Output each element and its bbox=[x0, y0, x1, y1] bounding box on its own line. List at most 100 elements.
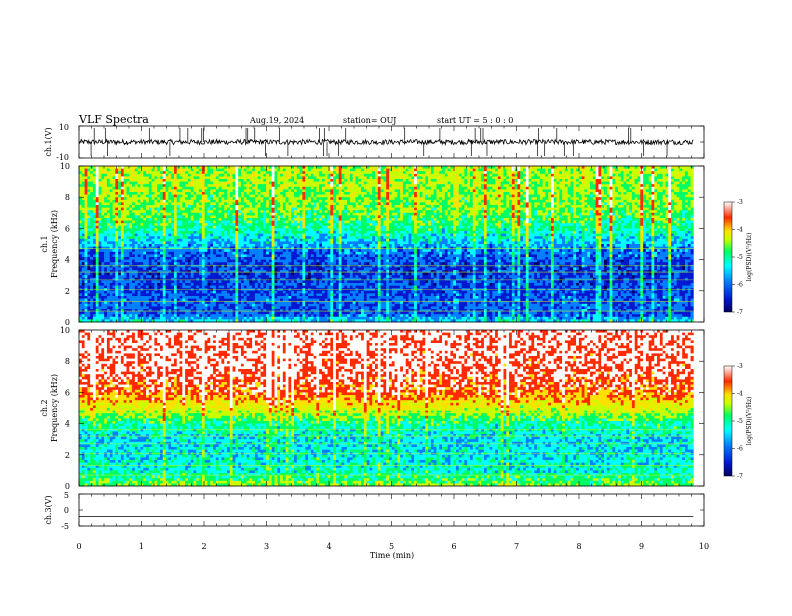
ch1-spectrogram-cell bbox=[238, 283, 241, 286]
ch1-spectrogram-cell bbox=[210, 244, 213, 247]
ch1-spectrogram-cell bbox=[171, 195, 174, 198]
ch1-spectrogram-cell bbox=[221, 299, 224, 302]
ch1-spectrogram-cell bbox=[174, 252, 177, 255]
ch1-spectrogram-cell bbox=[146, 187, 149, 190]
ch1-spectrogram-cell bbox=[174, 317, 177, 320]
ch1-spectrogram-cell bbox=[213, 249, 216, 252]
ch1-spectrogram-cell bbox=[132, 280, 135, 283]
ch1-spectrogram-cell bbox=[249, 192, 252, 195]
ch1-waveform-y-tick-bottom: -10 bbox=[56, 153, 69, 162]
ch1-spectrogram-cell bbox=[171, 226, 174, 229]
ch1-spectrogram-cell bbox=[85, 283, 88, 286]
ch1-spectrogram-cell bbox=[149, 270, 152, 273]
ch1-spectrogram-cell bbox=[149, 244, 152, 247]
ch1-spectrogram-cell bbox=[79, 312, 82, 315]
ch1-spectrogram-cell bbox=[110, 236, 113, 239]
ch1-spectrogram-cell bbox=[99, 195, 102, 198]
ch1-spectrogram-cell bbox=[152, 176, 155, 179]
ch1-spectrogram-cell bbox=[207, 236, 210, 239]
ch1-spectrogram-cell bbox=[171, 208, 174, 211]
ch1-spectrogram-cell bbox=[230, 278, 233, 281]
ch1-spectrogram-cell bbox=[79, 262, 82, 265]
ch1-spectrogram-cell bbox=[168, 221, 171, 224]
ch1-spectrogram-cell bbox=[227, 249, 230, 252]
ch1-spectrogram-cell bbox=[113, 309, 116, 312]
ch1-spectrogram-cell bbox=[177, 205, 180, 208]
ch1-spectrogram-cell bbox=[182, 171, 185, 174]
ch1-spectrogram-cell bbox=[107, 239, 110, 242]
ch1-spectrogram-cell bbox=[177, 244, 180, 247]
ch1-spectrogram-cell bbox=[182, 291, 185, 294]
ch1-spectrogram-cell bbox=[107, 184, 110, 187]
ch1-spectrogram-cell bbox=[238, 291, 241, 294]
ch1-spectrogram-cell bbox=[140, 226, 143, 229]
ch1-spectrogram-cell bbox=[213, 228, 216, 231]
ch1-spectrogram-cell bbox=[146, 293, 149, 296]
ch1-spectrogram-cell bbox=[180, 252, 183, 255]
ch1-spectrogram-cell bbox=[138, 239, 141, 242]
ch1-spectrogram-cell bbox=[157, 189, 160, 192]
ch1-spectrogram-cell bbox=[241, 239, 244, 242]
ch1-spectrogram-cell bbox=[135, 312, 138, 315]
ch1-spectrogram-cell bbox=[113, 174, 116, 177]
ch1-spectrogram-cell bbox=[124, 275, 127, 278]
ch1-spectrogram-cell bbox=[166, 239, 169, 242]
ch1-spectrogram-cell bbox=[126, 309, 129, 312]
ch1-spectrogram-cell bbox=[238, 286, 241, 289]
ch1-spectrogram-cell bbox=[96, 226, 99, 229]
ch1-spectrogram-cell bbox=[182, 189, 185, 192]
ch1-spectrogram-cell bbox=[244, 221, 247, 224]
ch1-spectrogram-cell bbox=[115, 228, 118, 231]
ch1-spectrogram-cell bbox=[146, 179, 149, 182]
ch1-spectrogram-cell bbox=[177, 296, 180, 299]
ch1-spectrogram-cell bbox=[110, 187, 113, 190]
ch1-spectrogram-cell bbox=[126, 236, 129, 239]
ch1-spectrogram-cell bbox=[85, 184, 88, 187]
ch1-spectrogram-cell bbox=[101, 218, 104, 221]
ch1-spectrogram-cell bbox=[233, 236, 236, 239]
ch1-spectrogram-cell bbox=[107, 179, 110, 182]
ch1-spectrogram-cell bbox=[82, 197, 85, 200]
ch1-spectrogram-cell bbox=[210, 265, 213, 268]
ch1-spectrogram-cell bbox=[224, 270, 227, 273]
ch1-spectrogram-cell bbox=[166, 176, 169, 179]
ch1-spectrogram-cell bbox=[152, 247, 155, 250]
ch1-spectrogram-cell bbox=[207, 195, 210, 198]
ch1-spectrogram-cell bbox=[115, 231, 118, 234]
ch1-spectrogram-cell bbox=[118, 187, 121, 190]
ch1-spectrogram-cell bbox=[180, 314, 183, 317]
ch1-spectrogram-cell bbox=[166, 189, 169, 192]
ch1-spectrogram-cell bbox=[235, 304, 238, 307]
ch1-spectrogram-cell bbox=[154, 187, 157, 190]
ch1-spectrogram-cell bbox=[221, 179, 224, 182]
ch1-spectrogram-cell bbox=[171, 286, 174, 289]
ch1-spectrogram-cell bbox=[135, 314, 138, 317]
ch1-spectrogram-cell bbox=[168, 226, 171, 229]
ch1-spectrogram-cell bbox=[191, 265, 194, 268]
ch1-spectrogram-cell bbox=[110, 213, 113, 216]
ch1-spectrogram-cell bbox=[113, 291, 116, 294]
ch1-spectrogram-cell bbox=[132, 293, 135, 296]
ch1-spectrogram-cell bbox=[196, 254, 199, 257]
ch1-spectrogram-cell bbox=[149, 293, 152, 296]
ch1-spectrogram-cell bbox=[249, 252, 252, 255]
ch1-spectrogram-cell bbox=[191, 283, 194, 286]
ch1-spectrogram-cell bbox=[87, 317, 90, 320]
ch1-spectrogram-cell bbox=[168, 218, 171, 221]
ch1-spectrogram-cell bbox=[157, 293, 160, 296]
ch1-spectrogram-cell bbox=[146, 291, 149, 294]
ch1-spectrogram-cell bbox=[199, 215, 202, 218]
ch1-spectrogram-cell bbox=[241, 244, 244, 247]
ch1-spectrogram-cell bbox=[129, 314, 132, 317]
ch1-spectrogram-cell bbox=[224, 208, 227, 211]
ch1-spectrogram-cell bbox=[180, 280, 183, 283]
ch1-spectrogram-cell bbox=[118, 166, 121, 169]
ch1-spectrogram-cell bbox=[221, 189, 224, 192]
ch1-spectrogram-cell bbox=[79, 184, 82, 187]
ch1-spectrogram-cell bbox=[129, 197, 132, 200]
ch1-spectrogram-cell bbox=[241, 184, 244, 187]
ch1-spectrogram-cell bbox=[188, 166, 191, 169]
ch1-spectrogram-cell bbox=[221, 213, 224, 216]
ch1-spectrogram-cell bbox=[188, 317, 191, 320]
ch1-spectrogram-cell bbox=[171, 221, 174, 224]
